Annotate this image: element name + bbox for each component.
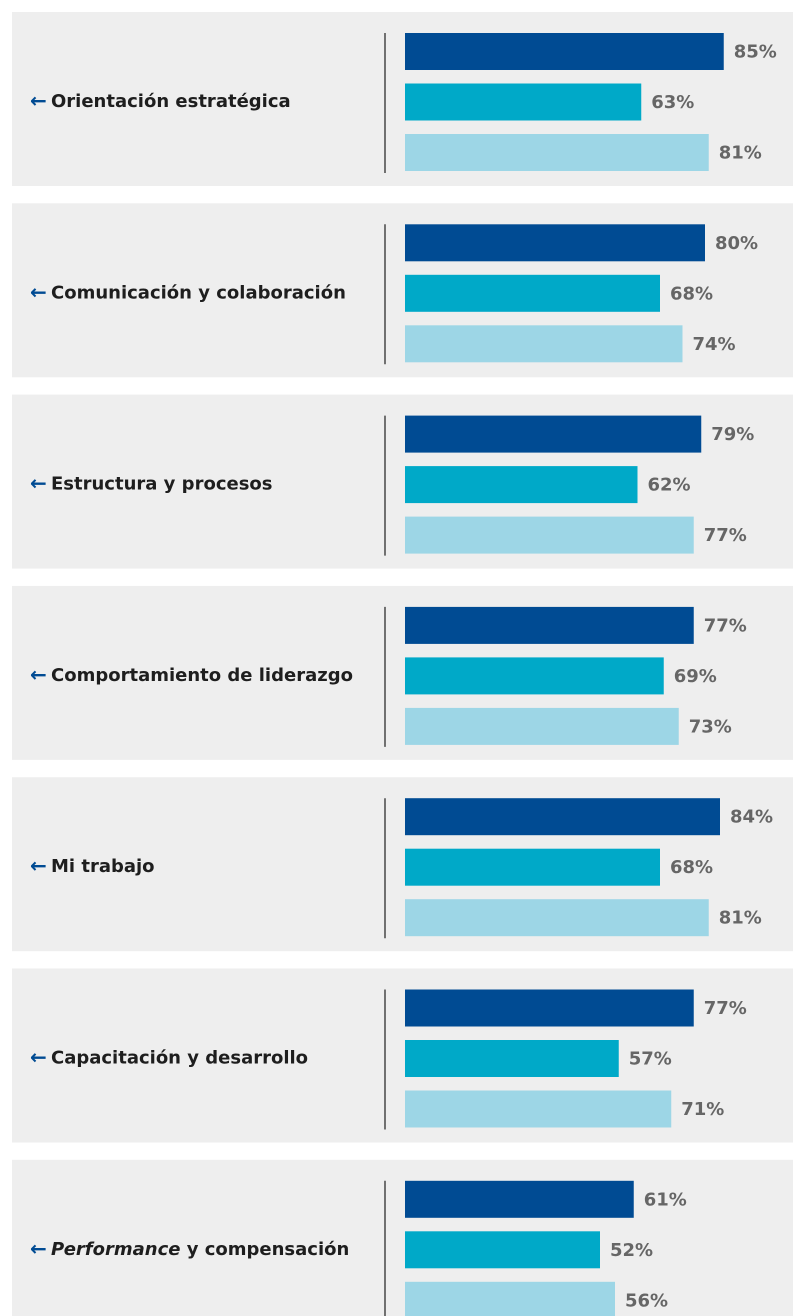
bar — [405, 33, 724, 70]
label-part: y compensación — [180, 1239, 349, 1260]
arrow-icon: ← — [30, 1236, 47, 1260]
bar — [405, 325, 683, 363]
arrow-icon: ← — [30, 89, 47, 113]
bar — [405, 707, 679, 745]
value-label: 80% — [715, 233, 758, 254]
panel: ← Mi trabajo 84% 68% 81% — [12, 777, 793, 952]
value-label: 77% — [704, 615, 747, 636]
panel-bg — [12, 1159, 793, 1316]
value-label: 84% — [730, 807, 773, 828]
value-label: 77% — [704, 525, 747, 546]
bar — [405, 848, 660, 886]
bar — [405, 798, 720, 836]
bar — [405, 1180, 634, 1218]
value-label: 56% — [625, 1290, 668, 1311]
category-label: Performance y compensación — [51, 1239, 349, 1260]
panel: ← Performance y compensación 61% 52% 56% — [12, 1159, 793, 1316]
bar — [405, 1090, 672, 1128]
value-label: 73% — [689, 716, 732, 737]
value-label: 61% — [644, 1189, 687, 1210]
category-label: Orientación estratégica — [51, 91, 291, 112]
arrow-icon: ← — [30, 854, 47, 878]
bar — [405, 989, 694, 1027]
value-label: 52% — [610, 1240, 653, 1261]
bar — [405, 657, 664, 695]
value-label: 68% — [670, 283, 713, 304]
panel: ← Orientación estratégica 85% 63% 81% — [12, 12, 793, 186]
bar — [405, 274, 660, 312]
arrow-icon: ← — [30, 662, 47, 686]
bar — [405, 415, 702, 453]
arrow-icon: ← — [30, 280, 47, 304]
value-label: 63% — [651, 92, 694, 113]
bar — [405, 516, 694, 554]
bar — [405, 1281, 615, 1316]
value-label: 69% — [674, 666, 717, 687]
bar — [405, 1231, 600, 1269]
category-label: Comunicación y colaboración — [51, 282, 346, 303]
value-label: 74% — [693, 334, 736, 355]
value-label: 81% — [719, 143, 762, 164]
bar — [405, 134, 709, 171]
panel: ← Comunicación y colaboración 80% 68% 74% — [12, 203, 793, 378]
bar — [405, 899, 709, 937]
panel: ← Estructura y procesos 79% 62% 77% — [12, 394, 793, 569]
value-label: 71% — [681, 1099, 724, 1120]
value-label: 62% — [648, 475, 691, 496]
value-label: 85% — [734, 42, 777, 63]
bar — [405, 606, 694, 644]
value-label: 57% — [629, 1049, 672, 1070]
value-label: 81% — [719, 908, 762, 929]
category-label: Estructura y procesos — [51, 474, 272, 495]
category-label: Capacitación y desarrollo — [51, 1048, 308, 1069]
category-label: Mi trabajo — [51, 856, 155, 877]
category-label: Comportamiento de liderazgo — [51, 665, 353, 686]
value-label: 68% — [670, 857, 713, 878]
panel: ← Comportamiento de liderazgo 77% 69% 73% — [12, 585, 793, 760]
label-part: Performance — [51, 1239, 180, 1260]
panel: ← Capacitación y desarrollo 77% 57% 71% — [12, 968, 793, 1143]
value-label: 77% — [704, 998, 747, 1019]
bar — [405, 1040, 619, 1077]
bar — [405, 83, 642, 121]
arrow-icon: ← — [30, 471, 47, 495]
bar — [405, 466, 638, 504]
value-label: 79% — [711, 424, 754, 445]
bar — [405, 224, 705, 262]
arrow-icon: ← — [30, 1045, 47, 1069]
